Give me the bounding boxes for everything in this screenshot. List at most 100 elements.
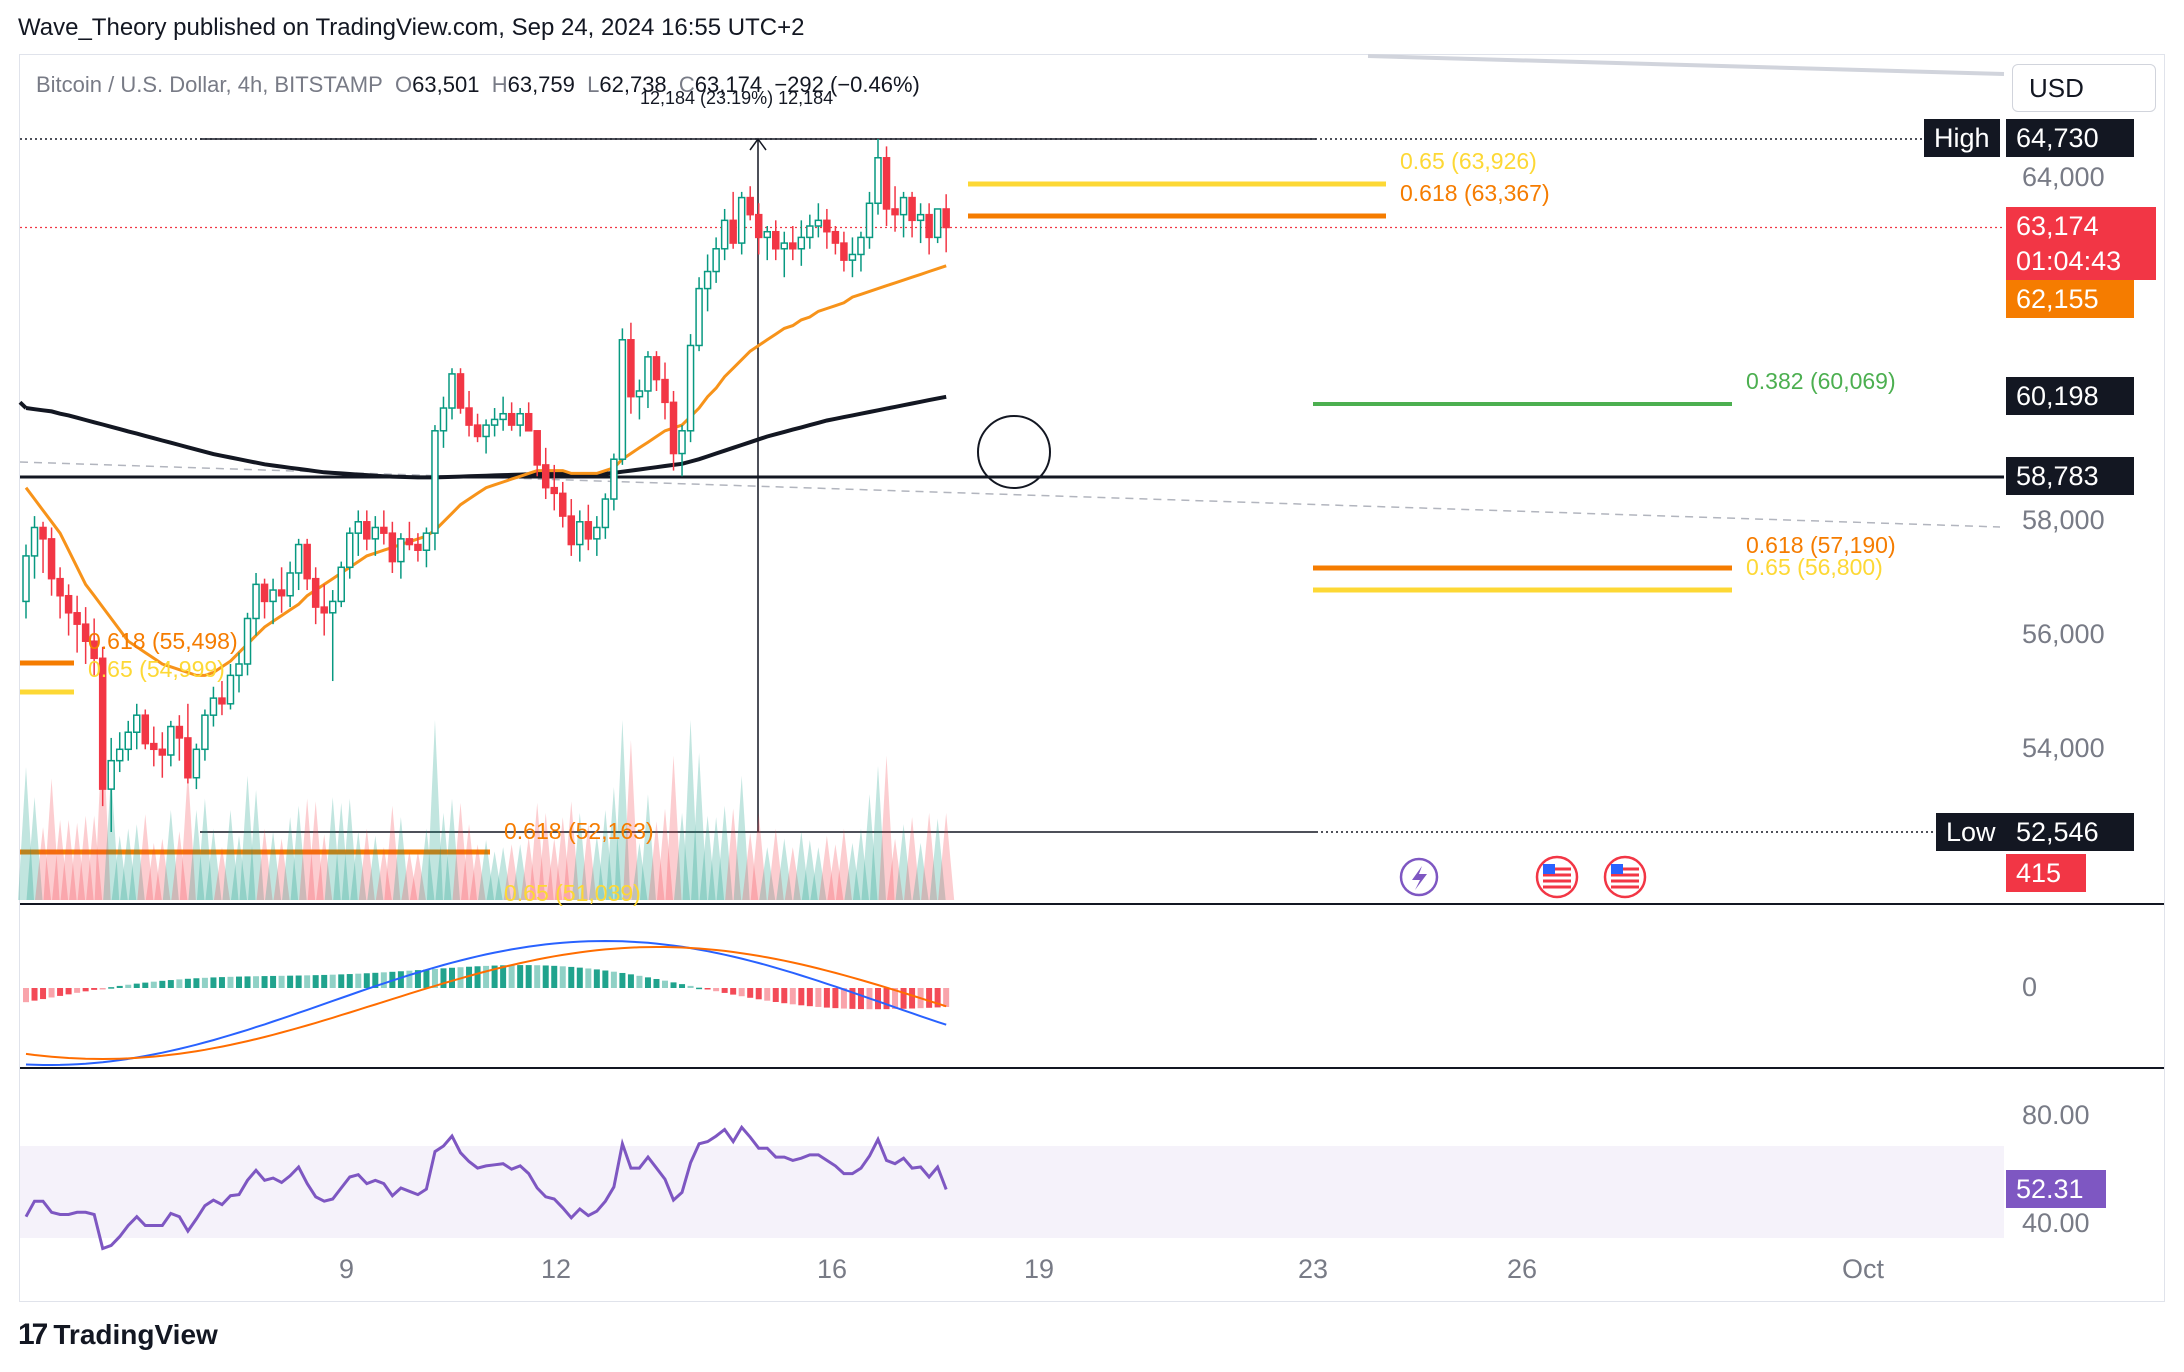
macd-histogram-bar — [738, 988, 745, 997]
candle-body — [209, 697, 218, 716]
volume-bar — [520, 837, 537, 900]
candle-body — [541, 464, 550, 489]
candle-body — [618, 339, 627, 460]
candle-body — [39, 526, 47, 540]
candle-body — [218, 697, 226, 705]
macd-histogram-bar — [355, 973, 362, 988]
candle-body — [405, 538, 414, 546]
volume-bar — [452, 802, 469, 900]
volume-bar — [26, 797, 43, 900]
price-axis-56000: 56,000 — [2022, 619, 2105, 649]
macd-histogram-bar — [483, 965, 490, 988]
macd-histogram-bar — [568, 966, 575, 988]
volume-bar — [290, 805, 307, 900]
candle-body — [550, 486, 558, 495]
volume-bar — [426, 720, 443, 900]
rsi-line — [24, 1124, 948, 1251]
volume-bar — [529, 802, 546, 900]
candle-body — [533, 430, 541, 466]
volume-bar — [103, 773, 120, 900]
macd-histogram-bar — [397, 971, 404, 988]
candle-body — [712, 248, 720, 273]
high-label: H — [491, 72, 508, 97]
candle-body — [899, 196, 908, 216]
macd-histogram-bar — [108, 987, 115, 989]
volume-bar — [546, 838, 563, 900]
volume-bar — [273, 838, 290, 900]
volume-bar — [810, 847, 827, 900]
volume-bar — [145, 842, 162, 900]
volume-bar — [691, 752, 708, 900]
candle-body — [354, 521, 363, 534]
volume-bar — [554, 817, 571, 900]
macd-histogram-bar — [755, 988, 762, 1000]
candle-body — [507, 412, 516, 426]
candle-body — [720, 219, 729, 250]
date-label-19: 19 — [1024, 1254, 1055, 1284]
fib-label-l65: 0.65 (54,999) — [88, 656, 225, 682]
low-tag-label: Low — [1936, 813, 2006, 851]
volume-bar — [776, 838, 793, 900]
macd-histogram-bar — [798, 988, 805, 1006]
volume-bar — [282, 817, 299, 900]
volume-bar — [827, 844, 844, 900]
volume-bar — [120, 828, 137, 900]
candle-body — [201, 714, 209, 751]
volume-bar — [852, 828, 869, 900]
macd-histogram-bar — [602, 970, 609, 988]
candle-body — [133, 714, 141, 733]
candle-body — [141, 714, 150, 745]
open-label: O — [395, 72, 413, 97]
macd-histogram-bar — [653, 978, 660, 988]
close-value: 63,174 — [694, 72, 763, 97]
volume-bar — [912, 842, 929, 900]
date-label-9: 9 — [339, 1254, 355, 1284]
macd-histogram-bar — [312, 975, 319, 988]
macd-histogram-bar — [23, 988, 29, 1003]
macd-histogram-bar — [287, 975, 294, 988]
high-tag-label: High — [1924, 119, 2000, 157]
macd-histogram-bar — [176, 979, 183, 988]
volume-bar — [35, 827, 52, 900]
rsi-value-tag: 52.31 — [2006, 1170, 2106, 1208]
volume-bar — [128, 824, 145, 900]
macd-histogram-bar — [517, 965, 524, 988]
candle-body — [431, 430, 439, 534]
volume-bar — [350, 831, 367, 900]
symbol-label[interactable]: Bitcoin / U.S. Dollar, 4h, BITSTAMP — [36, 72, 383, 97]
macd-histogram-bar — [142, 982, 149, 988]
ema200-line — [25, 394, 947, 480]
volume-bar — [674, 812, 691, 900]
candle-body — [891, 208, 899, 216]
volume-bar — [605, 787, 622, 900]
volume-tag: 415 — [2006, 854, 2086, 892]
volume-bar — [750, 812, 767, 900]
candle-body — [22, 555, 30, 603]
volume-bar — [392, 817, 409, 900]
currency-button[interactable]: USD — [2012, 64, 2156, 112]
macd-histogram-bar — [346, 974, 353, 988]
candle-body — [823, 219, 831, 233]
candle-body — [277, 589, 286, 597]
macd-histogram-bar — [449, 967, 455, 988]
tradingview-logo[interactable]: 17 TradingView — [18, 1318, 218, 1352]
macd-histogram-bar — [380, 972, 387, 988]
macd-histogram-bar — [909, 988, 916, 1009]
macd-histogram-bar — [593, 969, 600, 988]
candle-body — [184, 737, 192, 779]
volume-bar — [444, 798, 460, 900]
candle-body — [150, 742, 158, 751]
volume-bar — [384, 805, 401, 900]
candle-body — [252, 583, 260, 620]
candle-body — [908, 196, 916, 222]
highlight-circle — [977, 415, 1051, 489]
candle-body — [789, 242, 797, 250]
volume-bar — [895, 824, 912, 900]
volume-bar — [171, 831, 188, 900]
fib-label-b618: 0.618 (52,163) — [504, 818, 654, 844]
volume-bar — [495, 847, 512, 900]
volume-bar — [307, 801, 324, 900]
macd-histogram-bar — [184, 978, 191, 988]
volume-bar — [597, 810, 614, 900]
